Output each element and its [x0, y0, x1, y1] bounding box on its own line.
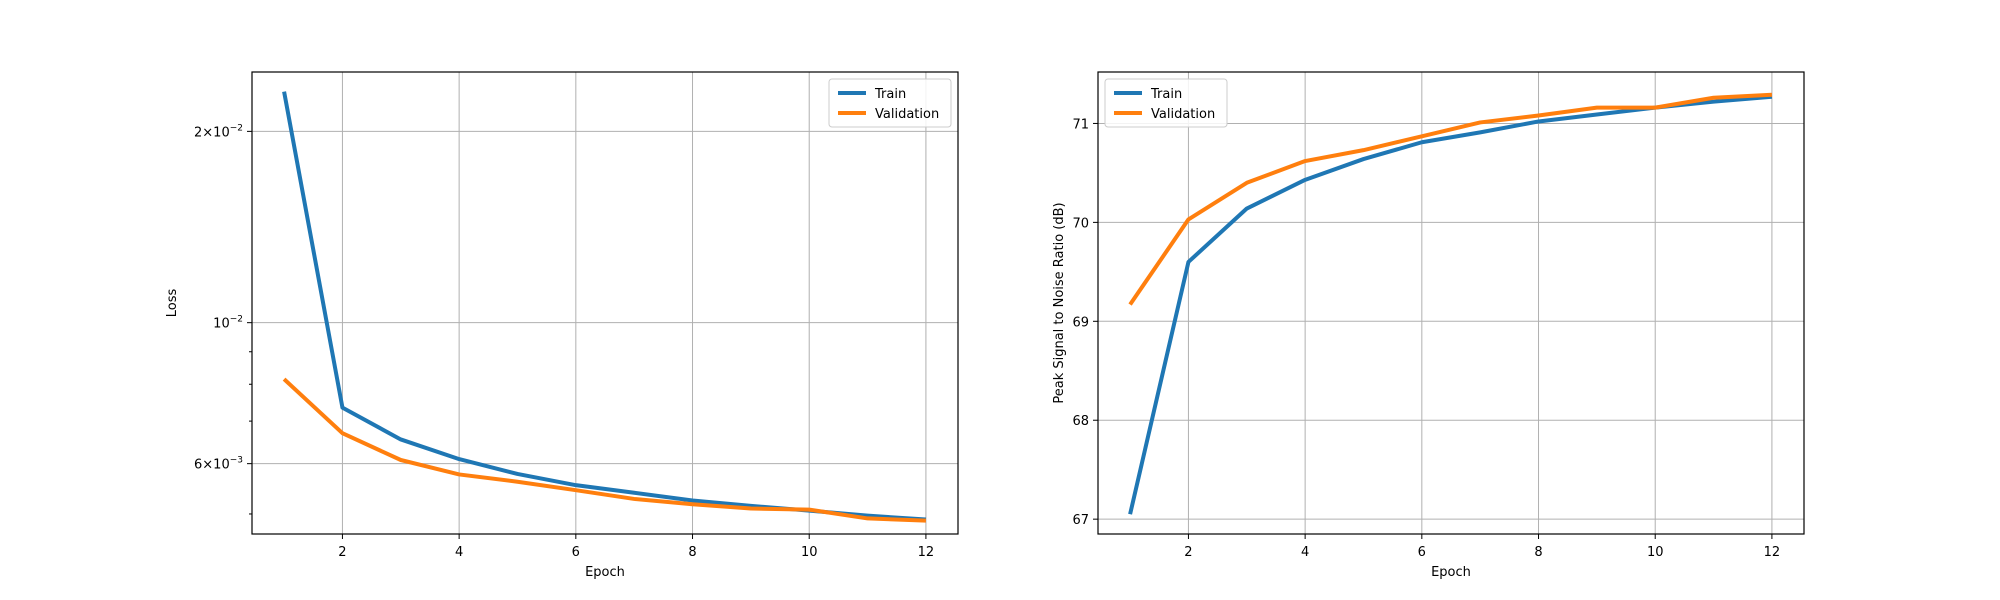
- y-tick-mantissa: 2: [194, 125, 202, 140]
- x-axis-label: Epoch: [585, 565, 625, 580]
- x-tick-label: 12: [918, 545, 935, 560]
- y-tick-times: ×: [202, 125, 213, 140]
- x-tick-label: 4: [455, 545, 463, 560]
- y-tick-label: 67: [1072, 513, 1089, 528]
- x-tick-label: 4: [1301, 545, 1309, 560]
- y-tick-times: ×: [202, 458, 213, 473]
- y-tick-label: 70: [1072, 216, 1089, 231]
- y-tick-label: 10−2: [213, 315, 243, 332]
- legend-label-validation: Validation: [1151, 107, 1215, 122]
- legend: Train Validation: [1104, 78, 1228, 128]
- legend-label-train: Train: [874, 87, 906, 102]
- x-tick-label: 2: [1184, 545, 1192, 560]
- y-tick-base: 10: [213, 125, 230, 140]
- y-tick-mantissa: 6: [194, 458, 202, 473]
- x-tick-label: 8: [1534, 545, 1542, 560]
- loss-chart: 2 4 6 8 10 126×10−310−22×10−2EpochLossTrainVa…: [165, 71, 959, 580]
- axes-frame: [1097, 71, 1805, 535]
- series-line-validation: [1128, 92, 1773, 306]
- x-tick-label: 10: [801, 545, 818, 560]
- x-tick-label: 2: [338, 545, 346, 560]
- y-tick-label: 2×10−2: [194, 123, 243, 140]
- y-tick-exponent: −3: [230, 456, 243, 466]
- y-tick-base: 10: [213, 317, 230, 332]
- y-tick-label: 6×10−3: [194, 456, 243, 473]
- y-tick-base: 10: [213, 458, 230, 473]
- y-axis-label: Loss: [165, 289, 180, 318]
- y-axis-label: Peak Signal to Noise Ratio (dB): [1052, 202, 1067, 403]
- legend-label-validation: Validation: [875, 107, 939, 122]
- y-tick-exponent: −2: [230, 315, 243, 325]
- y-tick-exponent: −2: [230, 123, 243, 133]
- x-tick-label: 10: [1647, 545, 1664, 560]
- x-axis-label: Epoch: [1431, 565, 1471, 580]
- x-tick-label: 6: [572, 545, 580, 560]
- legend: Train Validation: [828, 78, 952, 128]
- y-tick-label: 68: [1072, 414, 1089, 429]
- x-tick-label: 6: [1418, 545, 1426, 560]
- x-tick-label: 8: [688, 545, 696, 560]
- axes-frame: [251, 71, 959, 535]
- legend-label-train: Train: [1150, 87, 1182, 102]
- y-tick-label: 69: [1072, 315, 1089, 330]
- y-tick-label: 71: [1072, 117, 1089, 132]
- series-line-validation: [282, 377, 926, 523]
- x-tick-label: 12: [1764, 545, 1781, 560]
